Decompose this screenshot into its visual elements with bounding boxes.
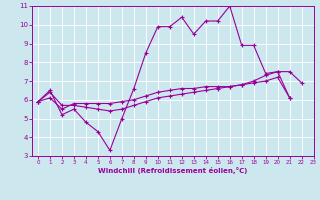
- X-axis label: Windchill (Refroidissement éolien,°C): Windchill (Refroidissement éolien,°C): [98, 167, 247, 174]
